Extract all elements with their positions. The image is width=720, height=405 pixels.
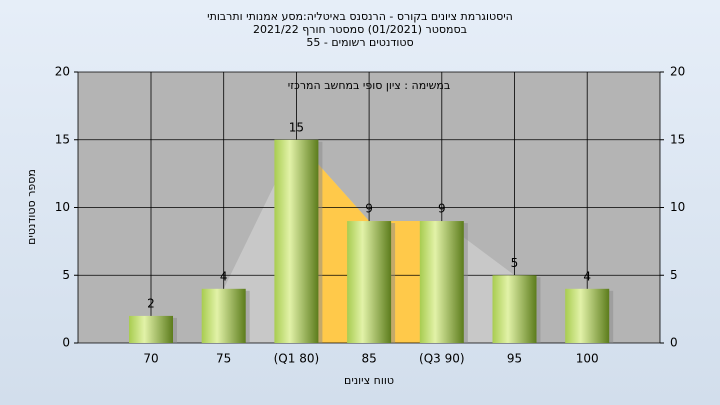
title-line: בסמסטר (01/2021) סמסטר חורף 2021/22 (253, 23, 467, 36)
bar (492, 275, 537, 343)
y-tick-label: 0 (62, 336, 70, 350)
x-tick-label: (Q1 80) (274, 352, 320, 366)
bar (201, 288, 246, 343)
y-tick-label: 10 (55, 200, 70, 214)
y2-tick-label: 10 (670, 200, 685, 214)
bar (565, 288, 610, 343)
y-tick-label: 15 (55, 132, 70, 146)
x-tick-label: 75 (216, 352, 231, 366)
title-line: היסטוגרמת ציונים בקורס - הרנסנס באיטליה:… (207, 10, 513, 23)
value-label: 4 (220, 269, 228, 283)
bar (419, 221, 464, 343)
title-line: סטודנטים רשומים - 55 (306, 36, 413, 49)
y2-tick-label: 0 (670, 336, 678, 350)
y2-tick-label: 5 (670, 268, 678, 282)
value-label: 9 (365, 202, 373, 216)
x-tick-label: 95 (507, 352, 522, 366)
value-label: 15 (289, 120, 304, 134)
bar (347, 221, 392, 343)
bar (129, 315, 173, 343)
y-tick-label: 5 (62, 268, 70, 282)
y-tick-label: 20 (55, 65, 70, 79)
x-tick-label: (Q3 90) (419, 352, 465, 366)
x-tick-label: 100 (576, 352, 599, 366)
y2-tick-label: 15 (670, 132, 685, 146)
value-label: 5 (511, 256, 519, 270)
y2-tick-label: 20 (670, 65, 685, 79)
value-label: 9 (438, 202, 446, 216)
bar (274, 139, 319, 343)
y-axis-label: מספר סטודנטים (25, 169, 38, 245)
x-axis-label: טווח ציונים (344, 374, 394, 387)
value-label: 2 (147, 296, 155, 310)
x-tick-label: 85 (361, 352, 376, 366)
value-label: 4 (583, 269, 591, 283)
x-tick-label: 70 (143, 352, 158, 366)
